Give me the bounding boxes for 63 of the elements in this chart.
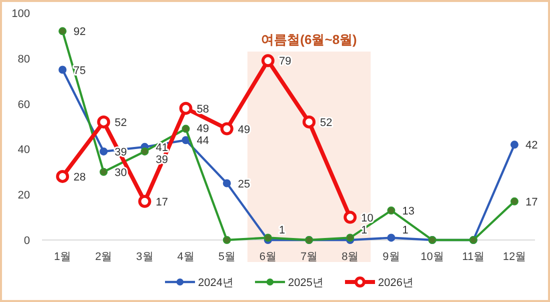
point xyxy=(346,234,354,242)
point xyxy=(182,124,190,133)
data-label: 17 xyxy=(156,196,168,208)
point xyxy=(387,206,396,214)
x-tick-label: 2월 xyxy=(95,251,112,263)
data-label: 30 xyxy=(114,166,127,179)
data-label: 13 xyxy=(402,205,414,218)
point xyxy=(58,66,67,74)
point xyxy=(261,54,274,68)
x-tick-label: 3월 xyxy=(136,251,154,263)
y-tick-label: 40 xyxy=(18,144,30,156)
point xyxy=(222,179,231,188)
data-label: 52 xyxy=(320,116,332,129)
point xyxy=(264,234,272,242)
legend-label: 2024년 xyxy=(198,277,234,289)
point xyxy=(138,194,152,208)
data-label: 28 xyxy=(74,171,86,184)
point xyxy=(140,147,149,156)
legend-label: 2026년 xyxy=(378,277,414,289)
point xyxy=(56,170,70,183)
band-label: 여름철(6월~8월) xyxy=(261,32,357,47)
data-label: 58 xyxy=(196,103,210,116)
y-tick-label: 100 xyxy=(12,8,30,20)
data-label: 17 xyxy=(525,196,538,208)
x-tick-label: 4월 xyxy=(177,251,194,263)
y-tick-label: 80 xyxy=(18,53,30,66)
x-tick-label: 5월 xyxy=(218,251,236,263)
x-tick-label: 11월 xyxy=(462,251,485,263)
point xyxy=(182,136,190,144)
y-tick-label: 20 xyxy=(18,190,30,202)
point xyxy=(222,236,231,244)
point xyxy=(220,122,234,136)
point xyxy=(387,234,396,242)
point xyxy=(344,210,357,224)
x-tick-label: 9월 xyxy=(382,251,400,263)
y-tick-label: 0 xyxy=(24,235,30,247)
x-tick-label: 8월 xyxy=(342,251,359,263)
data-label: 79 xyxy=(278,56,292,68)
data-label: 10 xyxy=(361,212,374,224)
x-tick-label: 10월 xyxy=(420,251,444,263)
x-tick-label: 7월 xyxy=(300,251,318,263)
point xyxy=(100,168,108,176)
point xyxy=(100,147,108,156)
point xyxy=(58,27,67,36)
data-label: 52 xyxy=(114,116,127,129)
point xyxy=(510,140,518,149)
data-label: 1 xyxy=(278,224,286,237)
point xyxy=(302,115,316,128)
data-label: 44 xyxy=(196,135,210,148)
point xyxy=(179,102,192,115)
x-tick-label: 6월 xyxy=(259,251,277,263)
y-tick-label: 60 xyxy=(18,98,30,111)
data-label: 25 xyxy=(238,178,250,190)
data-label: 49 xyxy=(238,124,250,136)
legend-label: 2025년 xyxy=(288,277,324,289)
data-label: 92 xyxy=(74,26,86,38)
data-label: 42 xyxy=(525,140,538,152)
x-tick-label: 1월 xyxy=(54,251,72,263)
point xyxy=(97,115,110,128)
data-label: 1 xyxy=(402,224,408,237)
point xyxy=(510,197,518,206)
x-tick-label: 12월 xyxy=(502,251,526,263)
data-label: 49 xyxy=(196,123,210,136)
